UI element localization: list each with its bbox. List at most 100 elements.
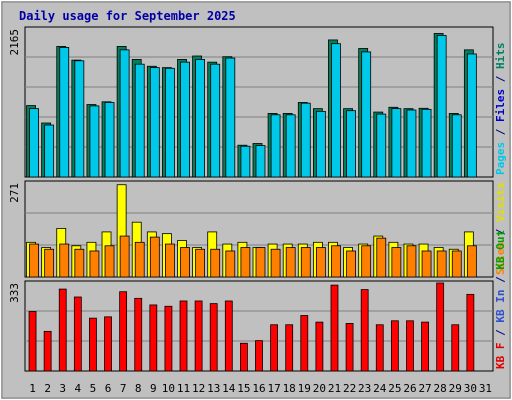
panel-visits-sites: 271 Sites / Visits xyxy=(8,180,507,278)
bar-files-day-22 xyxy=(346,110,356,178)
x-tick-label-day-15: 15 xyxy=(237,382,250,395)
x-tick-label-day-28: 28 xyxy=(434,382,447,395)
x-tick-label-day-8: 8 xyxy=(135,382,142,395)
x-tick-label-day-3: 3 xyxy=(59,382,66,395)
bar-files-day-18 xyxy=(285,114,296,178)
x-tick-label-day-10: 10 xyxy=(162,382,175,395)
bar-sites-day-5 xyxy=(89,250,100,278)
side-legend-part: / xyxy=(494,270,507,290)
chart-panels: 2165 Pages / Files / Hits 271 Sites / Visit… xyxy=(8,26,507,372)
x-tick-label-day-7: 7 xyxy=(120,382,127,395)
bar-kb-f-day-28 xyxy=(436,282,445,372)
bar-sites-day-19 xyxy=(300,247,311,278)
y-max-label: 2165 xyxy=(8,29,21,56)
bar-sites-day-29 xyxy=(451,250,462,278)
x-tick-label-day-23: 23 xyxy=(358,382,371,395)
bar-sites-day-20 xyxy=(315,247,326,278)
x-tick-label-day-6: 6 xyxy=(105,382,112,395)
side-legend-part: KB In xyxy=(494,290,507,323)
bar-kb-f-day-11 xyxy=(179,300,188,372)
chart-title: Daily usage for September 2025 xyxy=(19,9,236,23)
x-tick-label-day-21: 21 xyxy=(328,382,341,395)
bar-files-day-17 xyxy=(270,114,281,178)
bar-sites-day-30 xyxy=(466,245,477,278)
bar-kb-f-day-13 xyxy=(209,303,218,372)
bar-files-day-30 xyxy=(466,53,477,178)
x-tick-label-day-27: 27 xyxy=(418,382,431,395)
panel-kbf-kbin-kbout: 333 KB F / KB In / KB Out xyxy=(8,230,507,372)
bar-sites-day-4 xyxy=(74,248,85,278)
bar-kb-f-day-29 xyxy=(451,324,460,372)
bar-kb-f-day-30 xyxy=(466,293,475,372)
x-tick-label-day-13: 13 xyxy=(207,382,220,395)
x-tick-label-day-11: 11 xyxy=(177,382,190,395)
bar-files-day-5 xyxy=(89,105,100,178)
bar-kb-f-day-19 xyxy=(300,315,309,372)
bar-sites-day-14 xyxy=(225,250,236,278)
bar-sites-day-26 xyxy=(406,245,417,278)
bar-sites-day-16 xyxy=(255,247,266,278)
bar-files-day-28 xyxy=(436,35,447,178)
bar-kb-f-day-22 xyxy=(345,323,354,372)
y-max-label: 271 xyxy=(8,183,21,203)
x-tick-label-day-14: 14 xyxy=(222,382,236,395)
bar-kb-f-day-3 xyxy=(58,288,67,372)
bar-kb-f-day-18 xyxy=(285,324,294,372)
x-tick-label-day-2: 2 xyxy=(44,382,51,395)
x-tick-label-day-29: 29 xyxy=(449,382,462,395)
bar-kb-f-day-17 xyxy=(270,324,278,372)
bar-sites-day-28 xyxy=(436,250,447,278)
side-legend: KB F / KB In / KB Out xyxy=(494,230,507,369)
bar-files-day-12 xyxy=(195,59,206,178)
bar-files-day-7 xyxy=(119,49,130,178)
bar-kb-f-day-25 xyxy=(390,320,399,372)
bar-files-day-3 xyxy=(59,47,70,178)
bar-kb-f-day-6 xyxy=(104,316,112,372)
bar-sites-day-15 xyxy=(240,247,251,278)
bar-sites-day-8 xyxy=(134,241,145,278)
x-tick-label-day-22: 22 xyxy=(343,382,356,395)
bar-files-day-29 xyxy=(451,114,462,178)
x-tick-label-day-31: 31 xyxy=(479,382,492,395)
side-legend-part: / xyxy=(494,323,507,343)
bar-files-day-23 xyxy=(361,51,372,178)
x-tick-label-day-17: 17 xyxy=(267,382,280,395)
x-tick-label-day-9: 9 xyxy=(150,382,157,395)
bar-sites-day-21 xyxy=(331,245,341,278)
bar-kb-f-day-7 xyxy=(119,291,128,372)
bar-files-day-26 xyxy=(406,109,417,178)
side-legend-part: Hits xyxy=(494,43,507,70)
x-tick-label-day-18: 18 xyxy=(283,382,296,395)
bar-files-day-27 xyxy=(421,108,432,178)
side-legend-part: Visits xyxy=(494,182,507,222)
side-legend-part: KB Out xyxy=(494,230,507,270)
bar-files-day-1 xyxy=(29,108,39,178)
side-legend-part: / xyxy=(494,122,507,142)
bar-files-day-21 xyxy=(331,43,341,178)
x-tick-label-day-30: 30 xyxy=(464,382,477,395)
bar-kb-f-day-20 xyxy=(315,321,324,372)
bar-files-day-8 xyxy=(134,63,145,178)
side-legend-part: / xyxy=(494,69,507,89)
bar-sites-day-24 xyxy=(376,237,387,278)
bar-sites-day-25 xyxy=(391,247,402,278)
side-legend: Sites / Visits xyxy=(494,182,507,275)
side-legend-part: Pages xyxy=(494,142,507,175)
x-tick-label-day-20: 20 xyxy=(313,382,326,395)
bar-sites-day-3 xyxy=(59,243,70,278)
bar-files-day-25 xyxy=(391,108,402,178)
bar-kb-f-day-14 xyxy=(224,300,233,372)
bar-sites-day-11 xyxy=(180,247,190,278)
side-legend-part: / xyxy=(494,222,507,242)
bar-kb-f-day-12 xyxy=(194,300,203,372)
bar-kb-f-day-2 xyxy=(43,330,52,372)
bar-files-day-24 xyxy=(376,113,387,178)
bar-files-day-9 xyxy=(149,67,160,178)
x-tick-label-day-4: 4 xyxy=(75,382,82,395)
bar-sites-day-23 xyxy=(361,245,372,278)
x-tick-label-day-5: 5 xyxy=(90,382,97,395)
bar-sites-day-6 xyxy=(104,245,115,278)
bar-files-day-2 xyxy=(44,124,55,178)
bar-files-day-10 xyxy=(165,67,175,178)
bar-sites-day-18 xyxy=(285,247,296,278)
